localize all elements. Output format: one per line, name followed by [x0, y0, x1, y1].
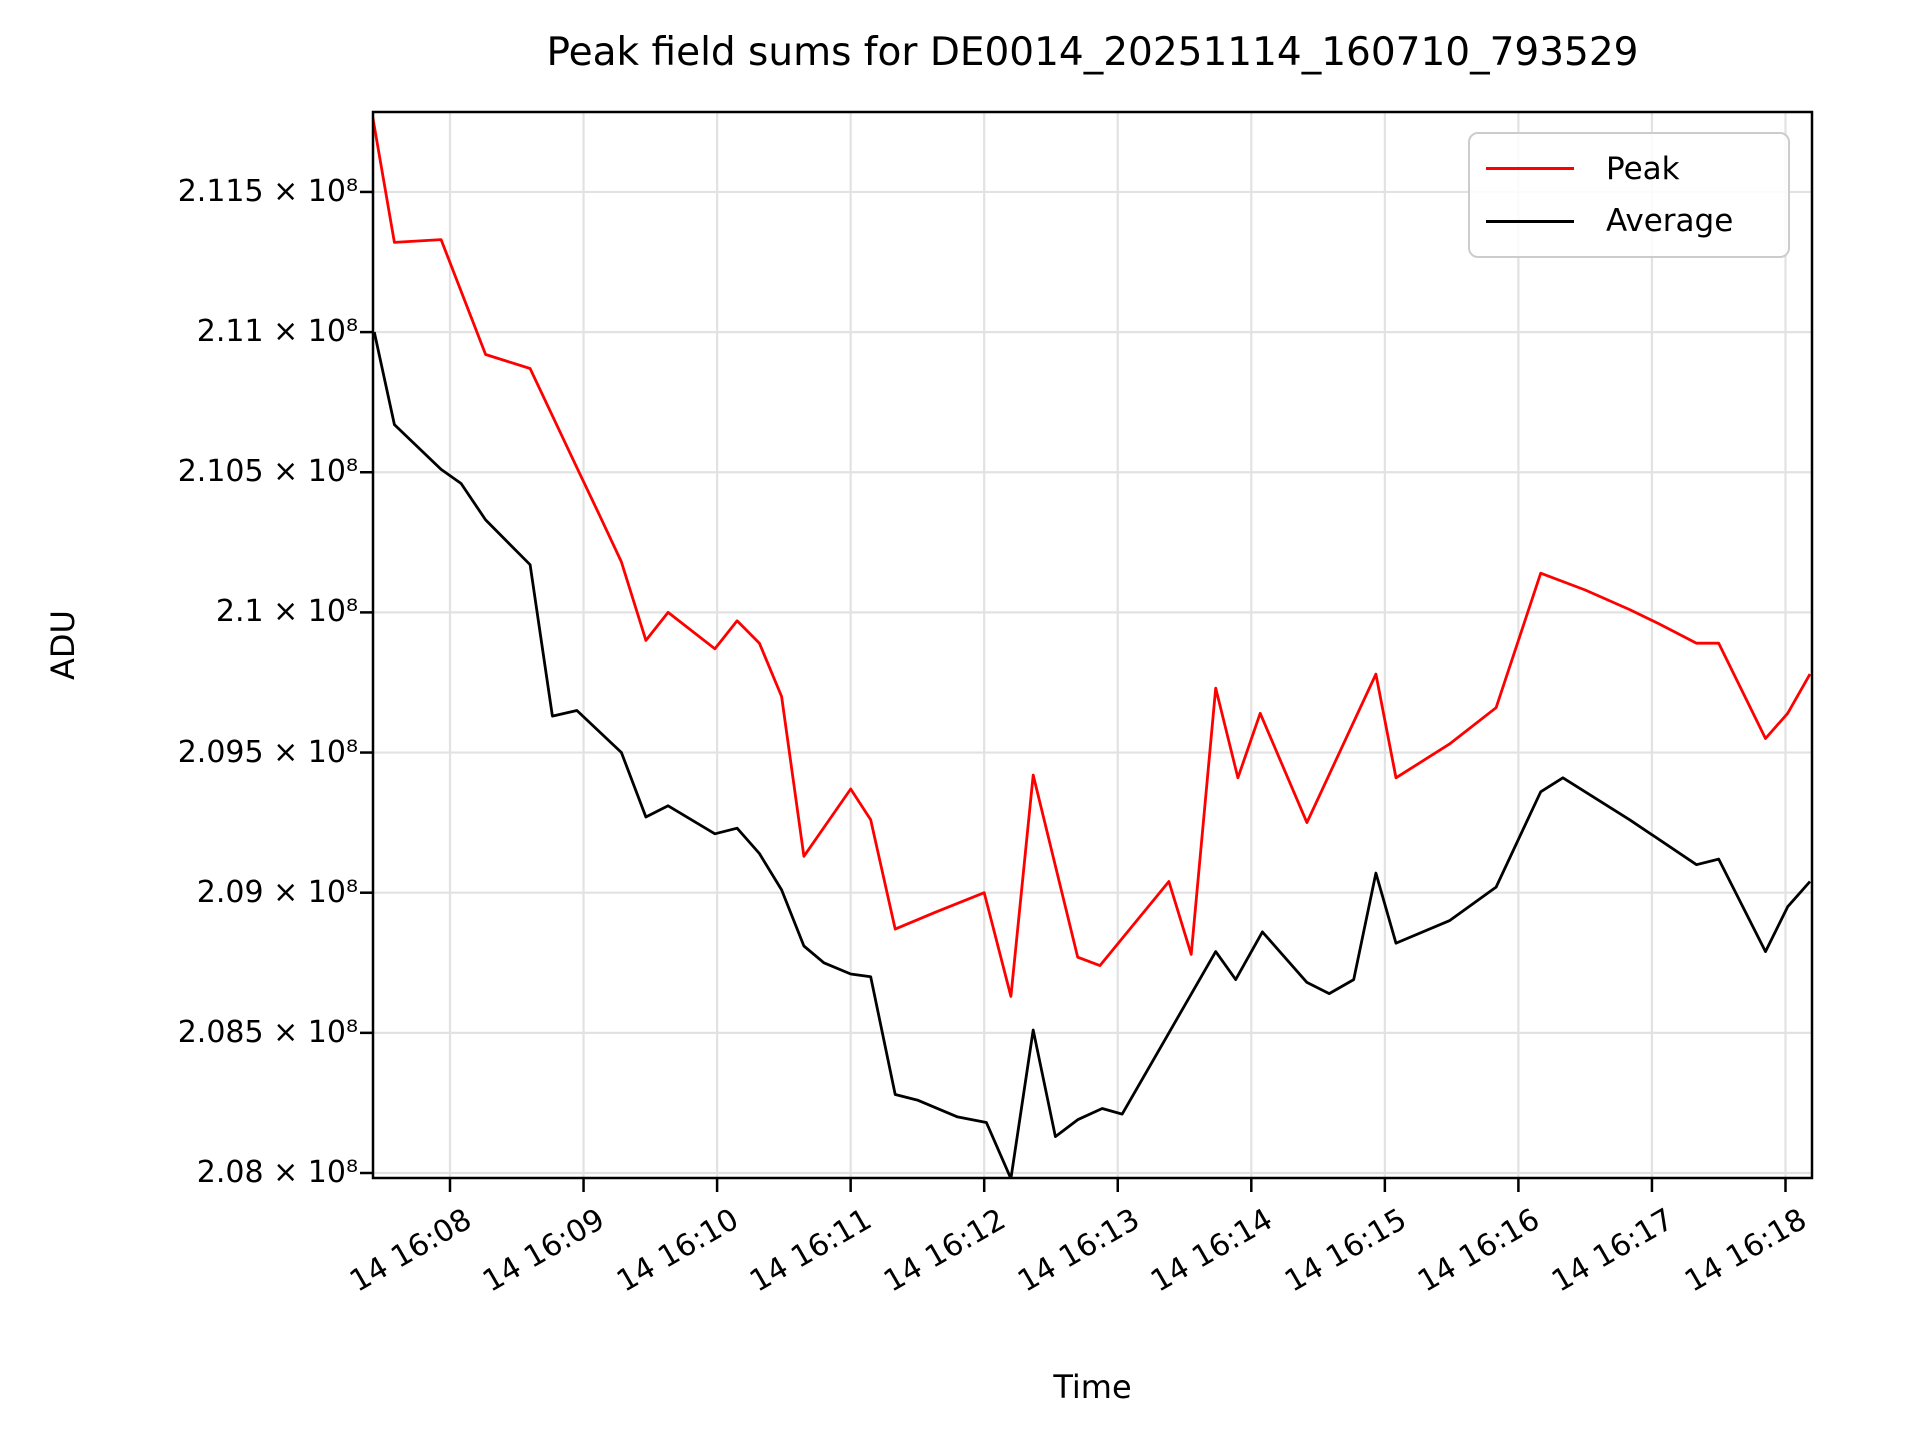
- y-tick-label: 2.1 × 10⁸: [215, 594, 358, 630]
- y-tick-label: 2.115 × 10⁸: [177, 173, 358, 209]
- y-tick-label: 2.11 × 10⁸: [196, 313, 358, 349]
- y-tick-label: 2.09 × 10⁸: [196, 874, 358, 910]
- chart-title: Peak field sums for DE0014_20251114_1607…: [546, 30, 1639, 75]
- y-tick-label: 2.085 × 10⁸: [177, 1014, 358, 1050]
- average-series-line: [373, 331, 1812, 1178]
- y-tick-label: 2.08 × 10⁸: [196, 1154, 358, 1190]
- x-axis-label: Time: [1053, 1368, 1132, 1406]
- legend-row-average: Average: [1470, 203, 1788, 239]
- peak-series-line: [373, 113, 1812, 998]
- y-tick-label: 2.095 × 10⁸: [177, 734, 358, 770]
- y-tick-label: 2.105 × 10⁸: [177, 454, 358, 490]
- legend-label-peak: Peak: [1606, 150, 1680, 187]
- legend: Peak Average: [1468, 132, 1790, 258]
- legend-label-average: Average: [1606, 203, 1734, 240]
- axes-spines: [371, 110, 1814, 1180]
- peak-line-sample-icon: [1486, 167, 1574, 171]
- legend-row-peak: Peak: [1470, 151, 1788, 187]
- average-line-sample-icon: [1486, 219, 1574, 223]
